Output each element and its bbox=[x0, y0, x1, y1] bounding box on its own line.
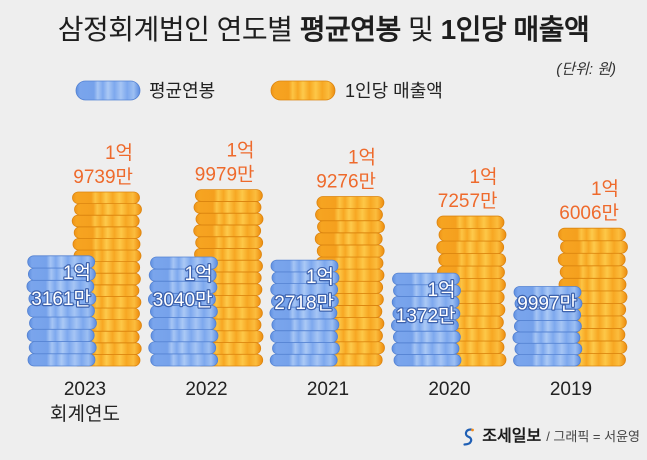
coin bbox=[193, 201, 262, 214]
category-label-2022: 2022 bbox=[185, 379, 227, 400]
value-label-revenue-per-person-2020: 7257만 bbox=[438, 190, 498, 212]
coin bbox=[514, 342, 583, 356]
coin bbox=[559, 265, 628, 279]
title-connector: 및 bbox=[408, 14, 434, 45]
value-label-revenue-per-person-2021: 1억 bbox=[348, 146, 376, 168]
coin bbox=[26, 328, 95, 342]
coin bbox=[27, 255, 96, 269]
coin bbox=[150, 329, 219, 343]
value-label-revenue-per-person-2021: 9276만 bbox=[316, 170, 376, 192]
coin bbox=[148, 317, 217, 331]
bar-avg-salary-2021 bbox=[269, 259, 340, 367]
coin bbox=[28, 341, 97, 355]
legend-swatch-revenue-per-person bbox=[270, 80, 336, 101]
legend-swatch-avg-salary bbox=[75, 80, 141, 101]
value-label-avg-salary-2022: 1억 bbox=[184, 263, 212, 285]
joseilbo-logo-icon bbox=[463, 428, 475, 446]
coin bbox=[436, 215, 505, 229]
coin bbox=[314, 232, 383, 246]
coin bbox=[560, 240, 628, 254]
value-label-avg-salary-2020: 1372만 bbox=[396, 305, 456, 327]
coin bbox=[393, 353, 462, 367]
bar-avg-salary-2020 bbox=[390, 272, 462, 367]
value-label-revenue-per-person-2022: 1억 bbox=[226, 140, 254, 162]
footer-brand: 조세일보 bbox=[482, 428, 542, 445]
bar-avg-salary-2023 bbox=[26, 255, 97, 367]
coin bbox=[72, 191, 140, 204]
coin bbox=[513, 354, 581, 367]
value-label-revenue-per-person-2020: 1억 bbox=[469, 166, 497, 188]
footer-graphic-credit: / 그래픽 = 서윤영 bbox=[546, 429, 640, 444]
value-label-revenue-per-person-2019: 6006만 bbox=[559, 202, 619, 224]
category-label-2021: 2021 bbox=[307, 379, 349, 400]
coin bbox=[513, 286, 582, 299]
value-label-avg-salary-2022: 3040만 bbox=[153, 289, 213, 311]
coin bbox=[315, 208, 383, 222]
coin bbox=[270, 330, 338, 343]
coin bbox=[27, 353, 96, 367]
coin bbox=[317, 220, 385, 234]
coin bbox=[29, 316, 97, 330]
bar-revenue-per-person-2020 bbox=[435, 215, 507, 367]
bar-labels: 1억9739만1억3161만2023회계연도1억9979만1억3040만2022… bbox=[30, 140, 619, 425]
coin bbox=[270, 259, 339, 273]
coin bbox=[392, 272, 460, 286]
bar-marks bbox=[26, 189, 628, 367]
coin bbox=[557, 252, 626, 267]
legend-label-revenue-per-person: 1인당 매출액 bbox=[345, 81, 443, 101]
coin bbox=[269, 353, 338, 367]
coin bbox=[558, 227, 626, 242]
value-label-avg-salary-2023: 1억 bbox=[63, 262, 91, 284]
coin bbox=[392, 330, 461, 344]
coin bbox=[72, 237, 141, 251]
footer-credit: 조세일보 / 그래픽 = 서윤영 bbox=[460, 426, 640, 448]
bar-avg-salary-2019 bbox=[512, 286, 583, 367]
coin bbox=[195, 236, 264, 249]
chart-title: 삼정회계법인 연도별 평균연봉 및 1인당 매출액 bbox=[0, 12, 647, 48]
coin bbox=[74, 203, 142, 216]
value-label-avg-salary-2023: 3161만 bbox=[31, 288, 91, 310]
title-prefix: 삼정회계법인 연도별 bbox=[57, 14, 293, 45]
coin bbox=[71, 214, 140, 228]
value-label-revenue-per-person-2023: 1억 bbox=[105, 142, 133, 164]
value-label-avg-salary-2021: 1억 bbox=[306, 266, 334, 288]
coin bbox=[512, 331, 581, 344]
coin bbox=[194, 189, 263, 202]
unit-label: (단위: 원) bbox=[556, 61, 616, 78]
value-label-avg-salary-2021: 2718만 bbox=[274, 292, 334, 314]
coin bbox=[438, 253, 507, 267]
coin bbox=[514, 320, 582, 333]
coin bbox=[150, 256, 218, 270]
coin bbox=[316, 196, 385, 209]
coin bbox=[271, 318, 340, 332]
coin bbox=[193, 224, 262, 238]
value-label-revenue-per-person-2019: 1억 bbox=[591, 178, 619, 200]
coin bbox=[391, 342, 460, 355]
title-highlight-avg-salary: 평균연봉 bbox=[299, 14, 402, 45]
bar-avg-salary-2022 bbox=[147, 256, 219, 367]
coin bbox=[150, 353, 219, 367]
coin bbox=[73, 226, 142, 239]
category-label-2019: 2019 bbox=[550, 379, 592, 400]
category-label-2020: 2020 bbox=[428, 379, 470, 400]
value-label-revenue-per-person-2023: 9739만 bbox=[73, 166, 133, 188]
category-label-2023: 2023 bbox=[64, 379, 106, 400]
legend-swatches bbox=[75, 80, 336, 101]
legend-label-avg-salary: 평균연봉 bbox=[149, 81, 216, 101]
value-label-avg-salary-2020: 1억 bbox=[427, 279, 455, 301]
coin bbox=[436, 240, 505, 254]
coin bbox=[148, 341, 217, 355]
coin bbox=[438, 228, 507, 242]
category-sublabel-2023: 회계연도 bbox=[50, 403, 120, 425]
title-highlight-revenue: 1인당 매출액 bbox=[440, 14, 590, 45]
coin bbox=[195, 212, 264, 226]
coin bbox=[272, 342, 340, 355]
coin bbox=[316, 244, 385, 258]
value-label-avg-salary-2019: 9997만 bbox=[517, 292, 577, 314]
value-label-revenue-per-person-2022: 9979만 bbox=[195, 164, 255, 186]
